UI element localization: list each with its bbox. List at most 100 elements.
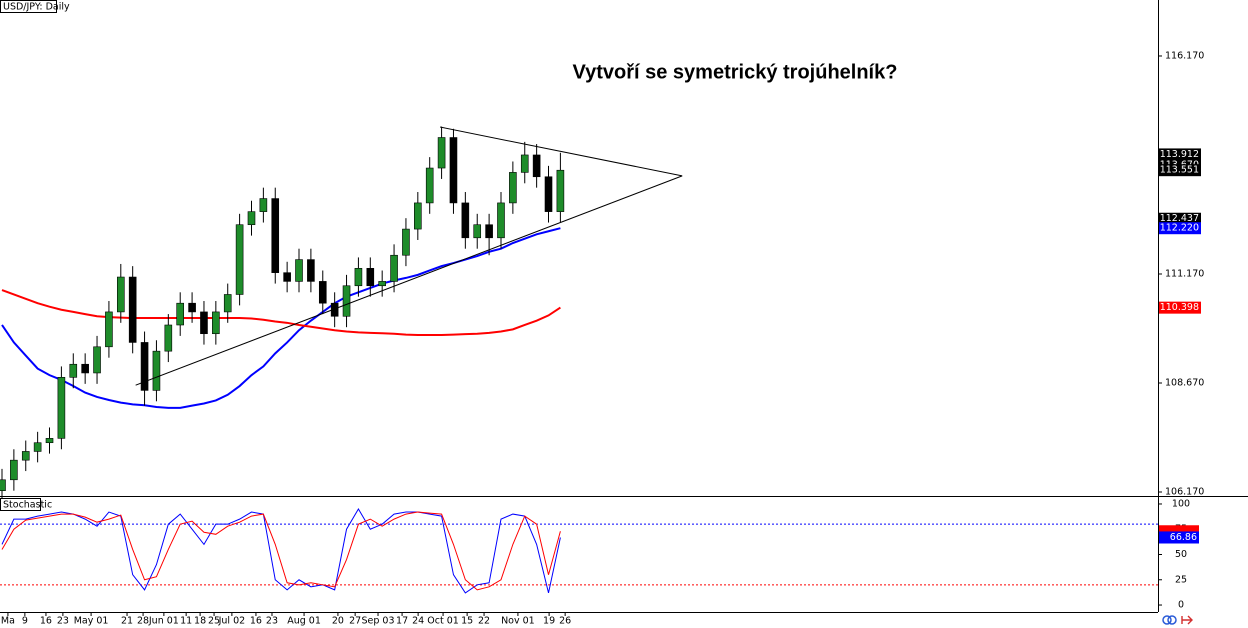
- candle-body: [164, 324, 173, 352]
- candle-body: [342, 285, 351, 317]
- candle-body: [212, 311, 220, 335]
- y-tick-label: 106.170: [1165, 486, 1204, 497]
- candle-body: [544, 176, 553, 212]
- x-tick-label: Jun 01: [148, 616, 179, 627]
- candle-body: [556, 169, 565, 212]
- candle-body: [437, 137, 446, 169]
- x-tick-label: 27: [349, 616, 361, 627]
- candle-body: [449, 137, 458, 204]
- candle-body: [10, 459, 18, 481]
- candle-body: [473, 224, 482, 239]
- price-label-box: [1159, 212, 1201, 225]
- candle-body: [116, 276, 125, 313]
- icon[interactable]: [1167, 615, 1177, 625]
- price-label: 110.398: [1160, 302, 1199, 313]
- candle-body: [461, 202, 470, 239]
- candle-body: [390, 254, 398, 282]
- candle-body: [402, 228, 410, 256]
- x-tick-label: 19: [543, 616, 555, 627]
- x-tick-label: Nov 01: [501, 616, 535, 627]
- toolbar-icons[interactable]: [1162, 615, 1193, 625]
- value-label: 66.86: [1170, 532, 1197, 543]
- candle-body: [509, 172, 517, 204]
- x-tick-label: 28: [137, 616, 149, 627]
- candle-body: [105, 311, 113, 348]
- chart-title: Vytvoří se symetrický trojúhelník?: [573, 61, 898, 83]
- candle-body: [57, 377, 66, 439]
- candle-body: [0, 479, 6, 491]
- icon[interactable]: [1181, 615, 1193, 625]
- candle-body: [235, 224, 244, 295]
- y-tick-label: 108.670: [1165, 377, 1204, 388]
- candle-body: [21, 451, 30, 461]
- price-label-box: [1159, 222, 1201, 235]
- y-tick-label: 111.170: [1165, 268, 1204, 279]
- indicator-box: [0, 498, 41, 511]
- y-tick-label: 50: [1175, 549, 1187, 560]
- x-tick-label: 15: [461, 616, 473, 627]
- candle-body: [354, 268, 363, 287]
- candle-body: [247, 211, 256, 226]
- price-label: 113.912: [1160, 149, 1199, 160]
- stochastic-line: [1, 508, 561, 594]
- candle-body: [271, 198, 280, 273]
- x-tick-label: 16: [40, 616, 52, 627]
- icon[interactable]: [1162, 615, 1172, 625]
- stochastic-line: [1, 511, 561, 591]
- y-tick-label: 100: [1172, 498, 1190, 509]
- price-label-box: [1159, 301, 1201, 314]
- candle-body: [223, 294, 232, 313]
- value-label-box: [1159, 531, 1199, 544]
- candle-body: [45, 438, 54, 444]
- moving-average: [1, 227, 561, 409]
- candle-body: [485, 224, 493, 239]
- x-tick-label: Sep 03: [362, 616, 395, 627]
- candle-body: [497, 202, 505, 239]
- candle-body: [140, 342, 149, 391]
- candle-body: [69, 363, 78, 378]
- candle-body: [188, 302, 196, 313]
- x-tick-label: Aug 01: [287, 616, 321, 627]
- x-tick-label: 11: [180, 616, 192, 627]
- price-label: 112.437: [1160, 213, 1199, 224]
- x-tick-label: Jul 02: [218, 616, 246, 627]
- candle-body: [425, 167, 434, 204]
- indicator-label: Stochastic: [3, 500, 52, 511]
- y-tick-label: 116.170: [1165, 50, 1204, 61]
- candle-body: [520, 154, 529, 173]
- candle-body: [81, 363, 89, 374]
- price-label: 113.551: [1160, 165, 1199, 176]
- x-tick-label: 22: [478, 616, 490, 627]
- candle-body: [307, 259, 315, 282]
- x-tick-label: May 01: [74, 616, 109, 627]
- y-tick-label: 0: [1178, 600, 1184, 611]
- trendline: [439, 126, 683, 177]
- candle-body: [283, 272, 291, 282]
- candle-body: [176, 302, 185, 326]
- x-tick-label: 16: [250, 616, 262, 627]
- candle-body: [128, 276, 137, 343]
- price-label: 112.220: [1160, 223, 1199, 234]
- y-tick-label: 25: [1175, 574, 1187, 585]
- candle-body: [366, 268, 375, 287]
- candle-body: [33, 442, 42, 452]
- candle-body: [378, 281, 386, 287]
- candle-body: [152, 350, 161, 391]
- candle-body: [200, 311, 208, 335]
- candle-body: [414, 202, 422, 230]
- candle-body: [532, 154, 541, 178]
- candle-body: [295, 259, 303, 282]
- trendline: [135, 175, 683, 386]
- moving-average: [1, 289, 561, 337]
- x-tick-label: 24: [412, 616, 424, 627]
- x-tick-label: Oct 01: [427, 616, 459, 627]
- plot: 116.170 111.170 108.670 106.170 Ma 9 16 23 May 0…: [0, 50, 1204, 627]
- price-label-box: [1159, 164, 1201, 177]
- x-tick-label: 21: [121, 616, 133, 627]
- price-label-box: [1159, 148, 1201, 161]
- x-tick-label: 20: [332, 616, 344, 627]
- x-tick-label: 9: [22, 616, 28, 627]
- candle-body: [318, 281, 327, 304]
